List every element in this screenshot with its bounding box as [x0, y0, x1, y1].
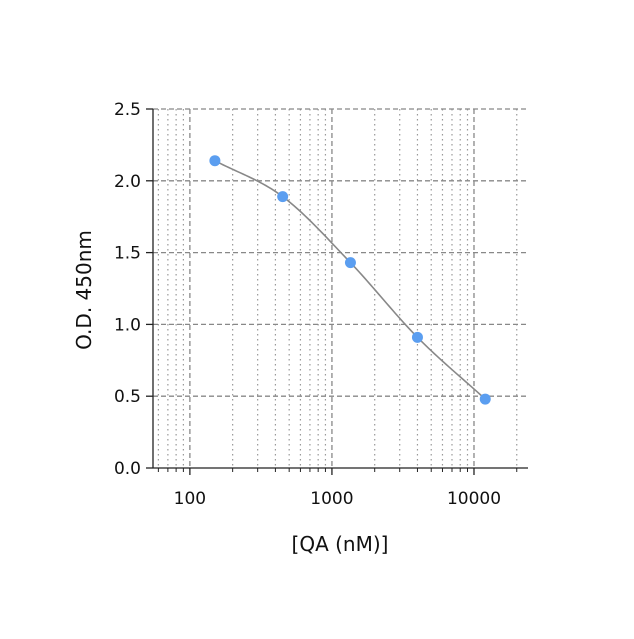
data-points — [209, 155, 491, 405]
y-tick-label: 1.5 — [114, 244, 141, 264]
y-tick-label: 2.5 — [114, 100, 141, 120]
y-tick-label: 1.0 — [114, 315, 141, 335]
minor-gridlines — [157, 109, 518, 472]
major-gridlines — [153, 108, 528, 468]
data-point — [209, 155, 221, 167]
data-point — [277, 191, 289, 203]
y-tick-label: 2.0 — [114, 172, 141, 192]
data-point — [344, 257, 356, 269]
x-tick-label: 10000 — [447, 489, 501, 509]
x-axis-label: [QA (nM)] — [292, 532, 389, 556]
fit-curve — [214, 159, 486, 400]
data-point — [479, 393, 491, 405]
x-tick-label: 100 — [174, 489, 206, 509]
y-tick-labels: 0.0 0.5 1.0 1.5 2.0 2.5 — [114, 100, 141, 479]
x-tick-label: 1000 — [310, 489, 353, 509]
data-point — [411, 331, 423, 343]
x-tick-labels: 100 1000 10000 — [174, 489, 501, 509]
y-tick-label: 0.0 — [114, 459, 141, 479]
axes — [146, 108, 528, 475]
y-axis-label: O.D. 450nm — [72, 230, 96, 350]
y-tick-label: 0.5 — [114, 387, 141, 407]
fit-curve-group — [214, 159, 486, 400]
